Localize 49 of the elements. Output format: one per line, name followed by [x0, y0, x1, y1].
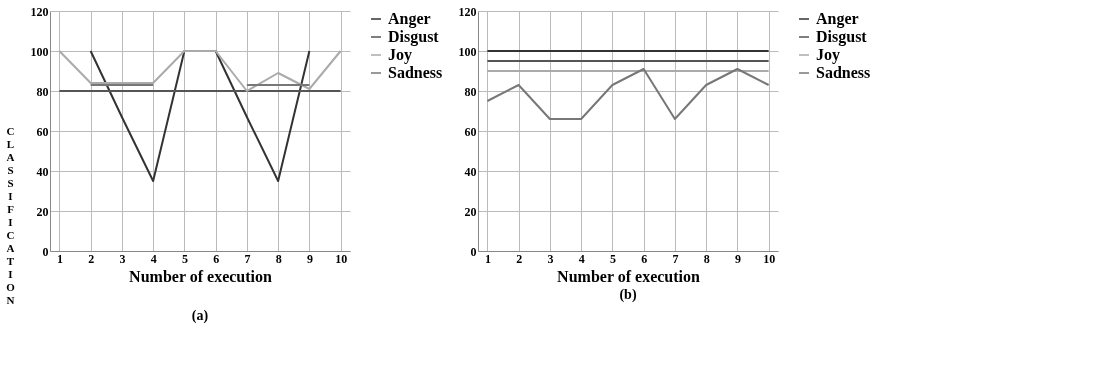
y-tick-label: 120: [30, 4, 49, 19]
x-tick-label: 2: [88, 251, 95, 266]
x-tick-label: 1: [56, 251, 63, 266]
x-tick-label: 2: [516, 251, 523, 266]
legend-label: Disgust: [816, 28, 868, 46]
x-tick-label: 4: [578, 251, 585, 266]
x-tick-label: 6: [213, 251, 220, 266]
y-tick-label: 80: [36, 84, 49, 99]
x-tick-label: 3: [119, 251, 126, 266]
legend-label: Anger: [816, 10, 859, 28]
x-axis-title: Number of execution: [129, 267, 272, 285]
legend-label: Joy: [816, 46, 840, 64]
x-tick-label: 6: [641, 251, 648, 266]
x-tick-label: 7: [244, 251, 251, 266]
x-tick-label: 9: [734, 251, 741, 266]
legend-label: Joy: [388, 46, 412, 64]
y-tick-label: 120: [458, 4, 477, 19]
y-tick-label: 100: [30, 44, 49, 59]
legend-label: Sadness: [816, 64, 871, 81]
y-tick-label: 0: [470, 244, 477, 259]
text: (a): [191, 308, 209, 324]
y-tick-label: 20: [464, 204, 477, 219]
x-tick-label: 10: [335, 251, 348, 266]
y-tick-label: 40: [464, 164, 477, 179]
x-tick-label: 5: [181, 251, 188, 266]
x-tick-label: 3: [547, 251, 554, 266]
y-tick-label: 40: [36, 164, 49, 179]
x-tick-label: 7: [672, 251, 679, 266]
y-tick-label: 20: [36, 204, 49, 219]
y-tick-label: 80: [464, 84, 477, 99]
y-tick-label: 60: [464, 124, 477, 139]
text: CLASSIFICATION: [6, 124, 15, 306]
y-tick-label: 0: [42, 244, 49, 259]
text: (b): [619, 287, 637, 303]
x-tick-label: 1: [484, 251, 491, 266]
x-tick-label: 10: [763, 251, 776, 266]
x-axis-title: Number of execution: [557, 267, 700, 285]
x-tick-label: 5: [609, 251, 616, 266]
x-tick-label: 9: [306, 251, 313, 266]
x-tick-label: 8: [275, 251, 282, 266]
x-tick-label: 8: [703, 251, 710, 266]
y-tick-label: 100: [458, 44, 477, 59]
line-series: [486, 68, 770, 120]
x-tick-label: 4: [150, 251, 157, 266]
legend-label: Anger: [388, 10, 431, 28]
legend-label: Disgust: [388, 28, 440, 46]
y-tick-label: 60: [36, 124, 49, 139]
line-series: [58, 50, 342, 92]
legend-label: Sadness: [388, 64, 443, 81]
